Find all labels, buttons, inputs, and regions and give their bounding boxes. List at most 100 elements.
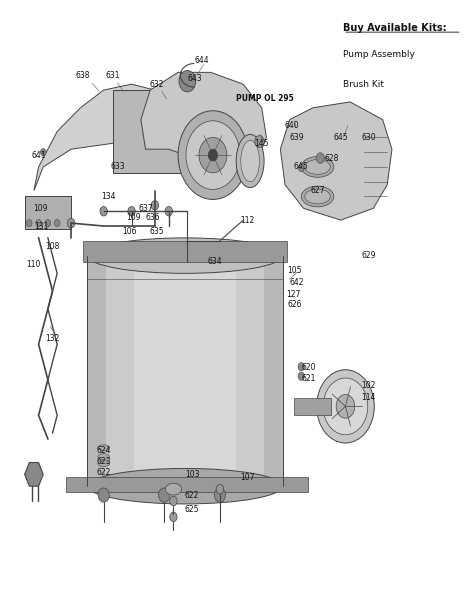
Circle shape — [170, 512, 177, 522]
Bar — [294, 397, 331, 415]
Text: 643: 643 — [187, 74, 201, 83]
Ellipse shape — [301, 157, 334, 177]
Text: 102: 102 — [362, 381, 376, 390]
Circle shape — [186, 121, 240, 189]
Bar — [113, 90, 192, 173]
Ellipse shape — [98, 454, 109, 460]
Ellipse shape — [87, 469, 283, 504]
Text: 112: 112 — [241, 216, 255, 225]
Bar — [83, 241, 287, 261]
Text: 625: 625 — [185, 505, 199, 514]
Text: 630: 630 — [361, 133, 376, 142]
Text: 632: 632 — [150, 80, 164, 89]
Text: 109: 109 — [127, 213, 141, 222]
Text: 620: 620 — [301, 364, 316, 372]
Bar — [66, 478, 308, 492]
Text: 103: 103 — [185, 470, 199, 479]
Bar — [87, 255, 283, 486]
Text: 642: 642 — [290, 278, 304, 287]
Polygon shape — [25, 463, 43, 486]
Circle shape — [336, 394, 355, 418]
Ellipse shape — [98, 461, 109, 467]
Polygon shape — [280, 102, 392, 220]
Ellipse shape — [241, 140, 259, 182]
Circle shape — [55, 220, 60, 227]
Bar — [106, 255, 264, 486]
Text: Brush Kit: Brush Kit — [343, 80, 384, 89]
Ellipse shape — [305, 160, 330, 174]
Circle shape — [323, 378, 368, 435]
Circle shape — [128, 207, 135, 216]
Bar — [25, 197, 71, 229]
Circle shape — [45, 220, 51, 227]
Text: 109: 109 — [34, 204, 48, 213]
Text: 622: 622 — [185, 491, 199, 500]
Text: 645: 645 — [334, 133, 348, 142]
Text: 629: 629 — [362, 251, 376, 260]
Text: 638: 638 — [75, 71, 90, 80]
Circle shape — [40, 148, 46, 156]
Text: 639: 639 — [289, 133, 304, 142]
Text: 107: 107 — [241, 473, 255, 482]
Bar — [113, 90, 192, 173]
Text: 108: 108 — [46, 242, 60, 251]
Circle shape — [216, 485, 224, 494]
Ellipse shape — [165, 484, 182, 495]
Circle shape — [170, 496, 177, 505]
Circle shape — [165, 207, 173, 216]
Text: 132: 132 — [46, 334, 60, 343]
Text: 623: 623 — [96, 457, 111, 466]
Text: 634: 634 — [208, 257, 223, 266]
Text: 636: 636 — [145, 213, 160, 222]
Text: 624: 624 — [96, 446, 111, 455]
Circle shape — [178, 110, 248, 200]
Text: 631: 631 — [106, 71, 120, 80]
Text: 635: 635 — [150, 228, 164, 236]
Circle shape — [98, 488, 109, 502]
Circle shape — [158, 488, 170, 502]
Text: 637: 637 — [138, 204, 153, 213]
Text: 633: 633 — [110, 162, 125, 172]
Text: 621: 621 — [301, 374, 315, 383]
Circle shape — [179, 71, 196, 92]
Text: 622: 622 — [97, 467, 111, 476]
Text: 627: 627 — [310, 186, 325, 195]
Circle shape — [298, 372, 304, 380]
Ellipse shape — [305, 189, 330, 204]
Text: 134: 134 — [101, 192, 116, 201]
Text: 110: 110 — [26, 260, 40, 269]
Text: 644: 644 — [194, 56, 209, 65]
Bar — [134, 255, 236, 486]
Ellipse shape — [301, 186, 334, 207]
Circle shape — [299, 165, 304, 172]
Text: 131: 131 — [34, 222, 48, 230]
Circle shape — [151, 201, 158, 210]
Text: 145: 145 — [255, 139, 269, 148]
Text: 628: 628 — [324, 154, 339, 163]
Circle shape — [298, 362, 304, 371]
Circle shape — [67, 219, 75, 228]
Circle shape — [199, 137, 227, 173]
Text: 105: 105 — [287, 266, 301, 275]
Ellipse shape — [236, 134, 264, 188]
Text: 645: 645 — [294, 162, 309, 172]
Polygon shape — [141, 72, 266, 167]
Circle shape — [316, 153, 325, 163]
Text: 641: 641 — [31, 151, 46, 160]
Text: Pump Assembly: Pump Assembly — [343, 50, 415, 59]
Circle shape — [208, 149, 218, 161]
Circle shape — [214, 488, 226, 502]
Text: 127: 127 — [286, 289, 301, 299]
Text: 640: 640 — [285, 121, 299, 130]
Circle shape — [317, 369, 374, 443]
Circle shape — [255, 135, 264, 147]
Circle shape — [36, 220, 41, 227]
Bar — [25, 197, 71, 229]
Polygon shape — [34, 84, 178, 191]
Text: Buy Available Kits:: Buy Available Kits: — [343, 23, 447, 33]
Text: 106: 106 — [122, 228, 137, 236]
Text: PUMP OL 295: PUMP OL 295 — [236, 94, 294, 103]
Text: 114: 114 — [362, 393, 376, 402]
Ellipse shape — [98, 445, 109, 451]
Text: 626: 626 — [287, 299, 301, 309]
